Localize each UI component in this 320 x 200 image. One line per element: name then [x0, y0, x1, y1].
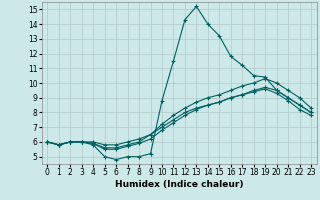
X-axis label: Humidex (Indice chaleur): Humidex (Indice chaleur) — [115, 180, 244, 189]
